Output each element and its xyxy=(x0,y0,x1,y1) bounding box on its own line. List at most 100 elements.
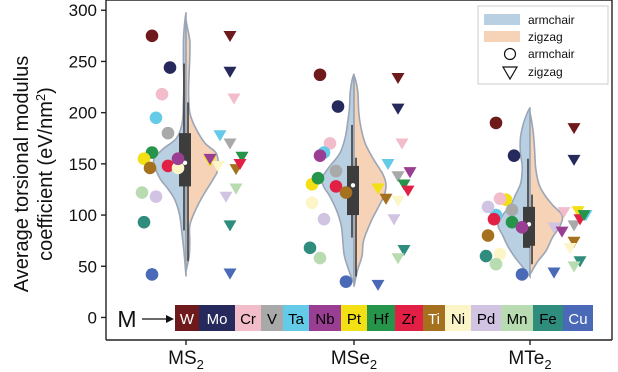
point-armchair-MSe2-Mn xyxy=(314,252,327,265)
y-tick-label-250: 250 xyxy=(69,52,97,71)
y-tick-label-100: 100 xyxy=(69,206,97,225)
legend-label-zigzag: zigzag xyxy=(528,30,563,44)
point-zigzag-MTe2-Mn xyxy=(568,261,581,272)
point-armchair-MSe2-W xyxy=(314,68,327,81)
x-tick-label-0: MS2 xyxy=(168,348,204,372)
point-zigzag-MSe2-Zr xyxy=(402,186,415,197)
point-armchair-MTe2-V xyxy=(506,204,519,217)
point-zigzag-MS2-Fe xyxy=(224,220,237,231)
point-armchair-MS2-Pd xyxy=(150,190,163,203)
point-zigzag-MSe2-W xyxy=(392,73,405,84)
metal-label-Mn: Mn xyxy=(507,311,528,328)
point-zigzag-MSe2-Mo xyxy=(392,104,405,115)
point-armchair-MTe2-Cr xyxy=(494,192,507,205)
point-armchair-MSe2-V xyxy=(330,165,343,178)
y-tick-label-0: 0 xyxy=(88,308,97,327)
metal-label-Hf: Hf xyxy=(374,311,390,328)
point-armchair-MSe2-Ti xyxy=(340,186,353,199)
point-armchair-MSe2-Hf xyxy=(312,172,325,185)
metal-key-prefix: M xyxy=(117,306,136,332)
point-zigzag-MSe2-Nb xyxy=(404,167,417,178)
point-armchair-MSe2-Pd xyxy=(318,213,331,226)
point-armchair-MTe2-W xyxy=(490,117,503,130)
point-zigzag-MSe2-Ni xyxy=(392,196,405,207)
point-armchair-MS2-Ti xyxy=(144,162,157,175)
point-armchair-MTe2-Mn xyxy=(490,258,503,271)
point-armchair-MTe2-Pd xyxy=(482,201,495,214)
x-tick-label-1: MSe2 xyxy=(331,348,377,372)
point-armchair-MS2-Nb xyxy=(172,152,185,165)
point-zigzag-MS2-Cr xyxy=(228,93,241,104)
point-zigzag-MSe2-Cu xyxy=(372,280,385,291)
point-zigzag-MSe2-Ta xyxy=(382,159,395,170)
violin-MTe2-zigzag xyxy=(530,113,563,275)
metal-label-Cr: Cr xyxy=(240,311,256,328)
x-tick-label-2: MTe2 xyxy=(508,348,551,372)
metal-label-Mo: Mo xyxy=(207,311,228,328)
point-armchair-MS2-W xyxy=(146,30,159,43)
y-axis-label-line2: coefficient (eV/nm2) xyxy=(33,87,57,261)
point-armchair-MS2-Mo xyxy=(164,61,177,74)
point-zigzag-MSe2-Mn xyxy=(392,253,405,264)
metal-label-Cu: Cu xyxy=(568,311,587,328)
y-tick-label-50: 50 xyxy=(78,257,97,276)
point-armchair-MS2-V xyxy=(162,127,175,140)
box-MS2-zigzag xyxy=(185,133,191,186)
y-axis-label-line1: Average torsional modulus xyxy=(11,56,33,292)
legend: armchair zigzag armchair zigzag xyxy=(478,6,608,84)
point-armchair-MTe2-Ti xyxy=(482,229,495,242)
metal-label-Ti: Ti xyxy=(428,311,440,328)
point-armchair-MTe2-Mo xyxy=(508,149,521,162)
point-zigzag-MTe2-Nb xyxy=(556,227,569,238)
point-armchair-MS2-Fe xyxy=(138,216,151,229)
box-MTe2-zigzag xyxy=(529,207,535,246)
y-axis-label-line2-sup: 2 xyxy=(33,94,48,101)
point-armchair-MS2-Cu xyxy=(146,268,159,281)
metal-label-W: W xyxy=(180,311,195,328)
point-armchair-MSe2-Mo xyxy=(332,100,345,113)
box-MSe2-zigzag xyxy=(353,166,359,215)
y-tick-label-200: 200 xyxy=(69,104,97,123)
metal-label-Ta: Ta xyxy=(288,311,305,328)
point-zigzag-MS2-W xyxy=(224,31,237,42)
point-armchair-MS2-Cr xyxy=(156,88,169,101)
point-armchair-MS2-Ta xyxy=(150,111,163,124)
legend-label-armchair: armchair xyxy=(528,13,575,27)
y-tick-label-150: 150 xyxy=(69,155,97,174)
point-zigzag-MS2-Cu xyxy=(224,269,237,280)
point-zigzag-MTe2-Ni xyxy=(564,243,577,254)
metal-label-Zr: Zr xyxy=(402,311,416,328)
point-zigzag-MS2-V xyxy=(224,138,237,149)
point-zigzag-MTe2-Mo xyxy=(568,155,581,166)
y-axis-label-line2-prefix: coefficient (eV/nm xyxy=(35,101,57,261)
metal-key-arrowhead xyxy=(166,315,174,323)
legend-marker-label-0: armchair xyxy=(528,47,575,61)
point-zigzag-MS2-Pd xyxy=(220,192,233,203)
point-zigzag-MSe2-Cr xyxy=(396,138,409,149)
point-armchair-MTe2-Nb xyxy=(516,221,529,234)
point-armchair-MSe2-Ni xyxy=(306,196,319,209)
point-armchair-MSe2-Cu xyxy=(340,275,353,288)
metal-label-Pd: Pd xyxy=(477,311,495,328)
point-armchair-MTe2-Fe xyxy=(480,250,493,263)
y-axis-label-line2-suffix: ) xyxy=(35,87,57,94)
legend-swatch-armchair xyxy=(484,14,520,25)
point-armchair-MSe2-Nb xyxy=(314,149,327,162)
metal-label-Nb: Nb xyxy=(315,311,334,328)
point-zigzag-MTe2-W xyxy=(568,123,581,134)
point-zigzag-MTe2-Cu xyxy=(548,268,561,279)
point-armchair-MTe2-Zr xyxy=(488,213,501,226)
legend-swatch-zigzag xyxy=(484,31,520,42)
y-tick-label-300: 300 xyxy=(69,1,97,20)
point-armchair-MSe2-Fe xyxy=(304,242,317,255)
metal-key: M W Mo Cr V Ta Nb Pt Hf Zr Ti Ni Pd Mn Fe Cu xyxy=(117,305,593,332)
metal-label-Fe: Fe xyxy=(539,311,557,328)
point-zigzag-MS2-Mo xyxy=(224,67,237,78)
metal-label-Ni: Ni xyxy=(451,311,465,328)
point-armchair-MTe2-Cu xyxy=(516,268,529,281)
metal-label-Pt: Pt xyxy=(347,311,362,328)
point-armchair-MS2-Mn xyxy=(136,186,149,199)
point-zigzag-MSe2-Pd xyxy=(388,214,401,225)
metal-label-V: V xyxy=(267,311,277,328)
